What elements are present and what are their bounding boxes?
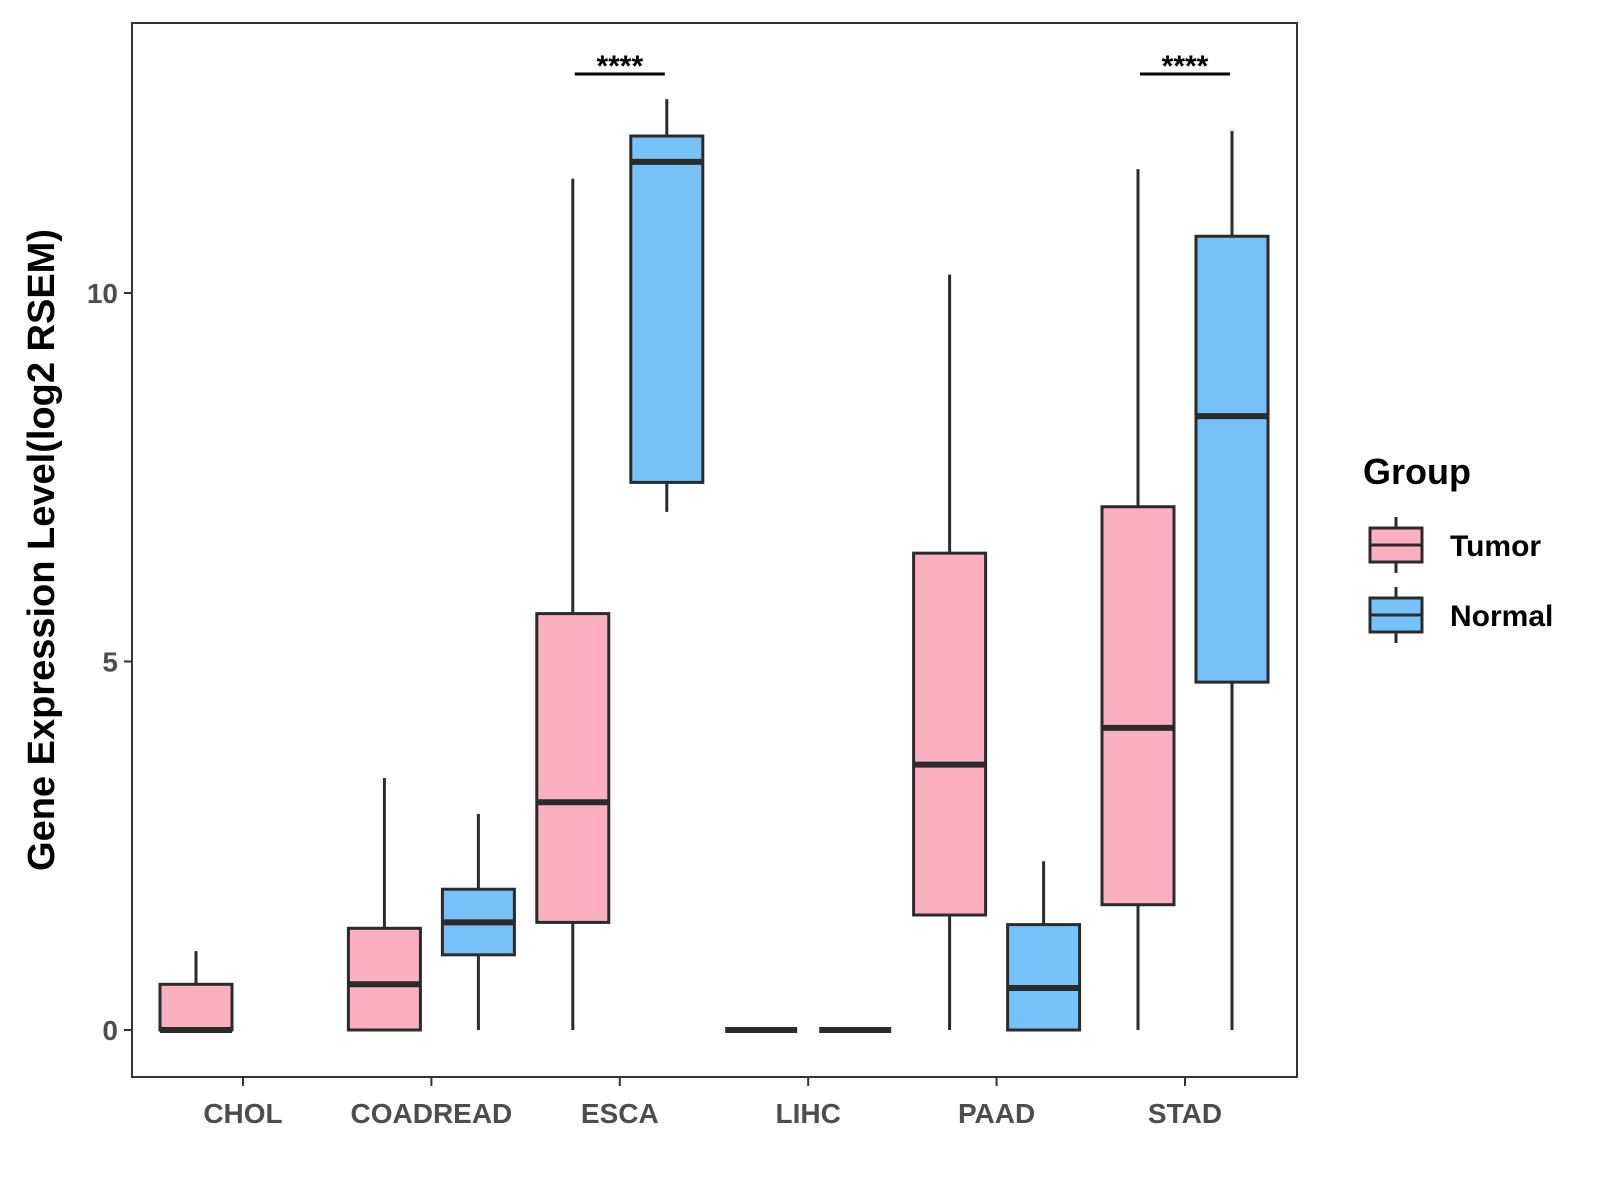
tumor-esca-box xyxy=(535,178,611,1030)
normal-esca-box xyxy=(629,99,705,512)
tumor-paad-iqr-rect xyxy=(912,551,988,917)
tumor-stad-iqr-rect xyxy=(1100,505,1176,907)
normal-coadread-box xyxy=(440,814,516,1030)
legend-item-normal: Normal xyxy=(1368,587,1553,643)
x-tick-label-esca: ESCA xyxy=(581,1098,659,1129)
x-tick-label-coadread: COADREAD xyxy=(351,1098,513,1129)
normal-paad-iqr-rect xyxy=(1006,923,1082,1032)
legend-item-tumor: Tumor xyxy=(1368,517,1541,573)
tumor-chol-box xyxy=(158,951,234,1033)
legend: Group Tumor Normal xyxy=(1363,451,1553,643)
legend-title: Group xyxy=(1363,451,1471,492)
y-tick-label-5: 5 xyxy=(102,647,118,678)
tumor-coadread-box xyxy=(346,777,422,1032)
tumor-chol-iqr-rect xyxy=(158,982,234,1032)
x-tick-label-lihc: LIHC xyxy=(776,1098,841,1129)
y-axis-title: Gene Expression Level(log2 RSEM) xyxy=(21,229,63,871)
x-axis: CHOL COADREAD ESCA LIHC PAAD STAD xyxy=(203,1077,1222,1129)
x-tick-label-stad: STAD xyxy=(1148,1098,1222,1129)
x-tick-label-chol: CHOL xyxy=(203,1098,282,1129)
y-tick-label-0: 0 xyxy=(102,1015,118,1046)
normal-esca-iqr-rect xyxy=(629,134,705,484)
normal-stad-box xyxy=(1194,130,1270,1030)
y-axis: 0 5 10 xyxy=(87,278,132,1046)
legend-label-tumor: Tumor xyxy=(1450,530,1541,563)
plot-panel-border xyxy=(131,22,1298,1078)
y-tick-label-10: 10 xyxy=(87,278,118,309)
x-tick-label-paad: PAAD xyxy=(958,1098,1035,1129)
tumor-stad-box xyxy=(1100,169,1176,1030)
sig-stad-label: **** xyxy=(1162,50,1209,83)
legend-label-normal: Normal xyxy=(1450,600,1553,633)
sig-esca-label: **** xyxy=(596,50,643,83)
tumor-paad-box xyxy=(912,274,988,1030)
normal-paad-box xyxy=(1006,861,1082,1032)
normal-stad-iqr-rect xyxy=(1194,234,1270,684)
tumor-esca-iqr-rect xyxy=(535,612,611,924)
tumor-coadread-iqr-rect xyxy=(346,926,422,1032)
